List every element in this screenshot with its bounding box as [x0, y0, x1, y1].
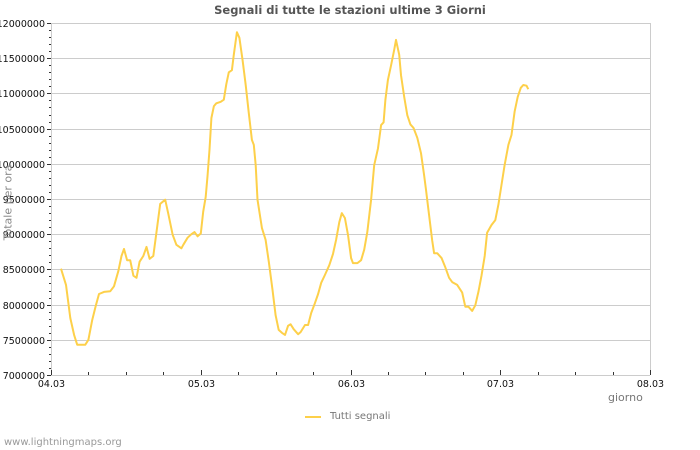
axes: 7000000 7500000 8000000 8500000 9000000 95000…	[0, 19, 664, 390]
chart-title: Segnali di tutte le stazioni ultime 3 Gi…	[214, 3, 486, 17]
legend-swatch-icon	[305, 415, 321, 418]
y-tick-label: 8500000	[3, 265, 45, 276]
legend-label: Tutti segnali	[330, 411, 391, 422]
legend: Tutti segnali	[305, 411, 390, 422]
series-lines	[60, 31, 530, 346]
x-tick-label: 06.03	[338, 379, 365, 390]
x-tick-label: 07.03	[487, 379, 514, 390]
x-tick-label: 05.03	[188, 379, 215, 390]
y-tick-label: 9500000	[3, 195, 45, 206]
x-tick-label: 08.03	[637, 379, 664, 390]
watermark: www.lightningmaps.org	[4, 437, 122, 448]
y-tick-label: 7000000	[3, 371, 45, 382]
y-tick-label: 7500000	[3, 336, 45, 347]
y-tick-label: 11500000	[0, 54, 45, 65]
grid-lines	[51, 23, 651, 376]
x-axis-title: giorno	[608, 391, 643, 404]
y-tick-label: 8000000	[3, 301, 45, 312]
x-tick-label: 04.03	[38, 379, 65, 390]
y-tick-label: 12000000	[0, 19, 45, 30]
y-tick-label: 9000000	[3, 230, 45, 241]
y-axis-title: Totale per ora	[1, 164, 15, 241]
y-tick-label: 10500000	[0, 125, 45, 136]
y-tick-label: 11000000	[0, 89, 45, 100]
series-line	[60, 31, 530, 346]
y-tick-label: 10000000	[0, 160, 45, 171]
